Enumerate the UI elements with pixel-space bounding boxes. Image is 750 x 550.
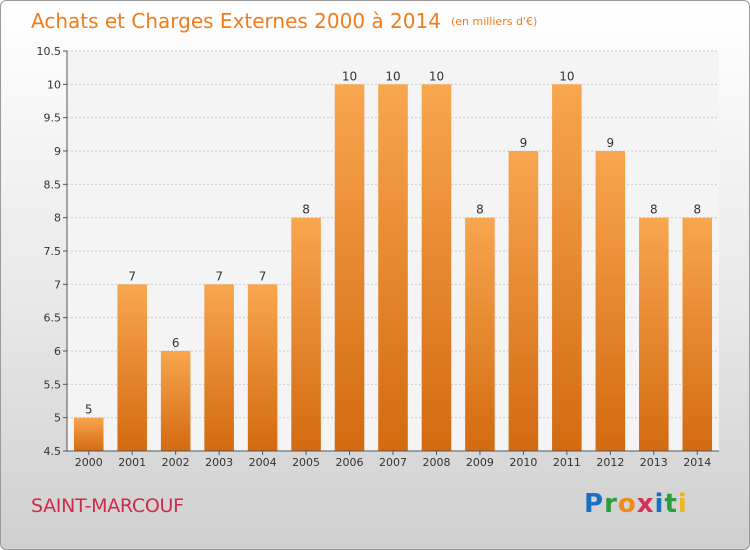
y-tick-label: 6: [54, 345, 61, 358]
x-tick-label: 2005: [292, 456, 320, 469]
bar-value-label: 8: [693, 203, 701, 217]
bar-2007: [378, 84, 408, 451]
x-tick-label: 2014: [683, 456, 711, 469]
bar-value-label: 10: [559, 69, 574, 83]
chart-title: Achats et Charges Externes 2000 à 2014 (e…: [31, 9, 537, 33]
bar-value-label: 10: [385, 69, 400, 83]
bar-2006: [334, 84, 365, 451]
x-tick-label: 2007: [379, 456, 407, 469]
bar-2008: [421, 84, 452, 451]
y-tick-label: 5: [54, 412, 61, 425]
x-tick-label: 2000: [75, 456, 103, 469]
commune-name: SAINT-MARCOUF: [31, 495, 184, 517]
x-tick-label: 2013: [640, 456, 668, 469]
y-tick-label: 9.5: [44, 112, 62, 125]
proxiti-logo[interactable]: Proxiti: [584, 489, 688, 519]
bar-value-label: 10: [429, 69, 444, 83]
bar-2000: [73, 417, 104, 451]
logo-letter: r: [604, 489, 618, 519]
bar-2002: [160, 351, 191, 451]
bar-2010: [508, 151, 539, 451]
bar-value-label: 9: [520, 136, 528, 150]
bar-2009: [465, 217, 495, 451]
bar-2012: [595, 151, 626, 451]
logo-letter: x: [636, 489, 655, 519]
x-tick-label: 2009: [466, 456, 494, 469]
logo-letter: o: [617, 489, 637, 519]
x-tick-label: 2003: [205, 456, 233, 469]
logo-letter: P: [584, 489, 605, 519]
y-tick-label: 8.5: [44, 178, 62, 191]
bar-value-label: 10: [342, 69, 357, 83]
bar-2003: [204, 284, 234, 451]
y-tick-label: 10.5: [37, 45, 62, 58]
bar-value-label: 8: [476, 203, 484, 217]
x-tick-label: 2002: [162, 456, 190, 469]
y-tick-label: 5.5: [44, 378, 62, 391]
logo-letter: i: [677, 489, 688, 519]
logo-letter: t: [664, 489, 678, 519]
y-tick-label: 10: [47, 78, 61, 91]
x-tick-label: 2011: [553, 456, 581, 469]
bar-value-label: 7: [215, 269, 223, 283]
bar-value-label: 7: [128, 269, 136, 283]
bar-value-label: 9: [607, 136, 615, 150]
bar-value-label: 7: [259, 269, 267, 283]
x-tick-label: 2012: [596, 456, 624, 469]
y-tick-label: 8: [54, 212, 61, 225]
y-tick-label: 7: [54, 278, 61, 291]
x-tick-label: 2008: [422, 456, 450, 469]
x-tick-label: 2010: [509, 456, 537, 469]
x-tick-label: 2001: [118, 456, 146, 469]
y-tick-label: 4.5: [44, 445, 62, 458]
bar-value-label: 8: [650, 203, 658, 217]
x-tick-label: 2004: [249, 456, 277, 469]
bar-2011: [552, 84, 582, 451]
y-tick-label: 7.5: [44, 245, 62, 258]
logo-letter: i: [654, 489, 665, 519]
chart-subtitle: (en milliers d'€): [450, 15, 538, 28]
y-tick-label: 6.5: [44, 312, 62, 325]
bar-2013: [639, 217, 669, 451]
bar-2004: [247, 284, 278, 451]
title-text: Achats et Charges Externes 2000 à 2014: [31, 9, 441, 33]
y-tick-label: 9: [54, 145, 61, 158]
bar-2014: [682, 217, 713, 451]
bar-value-label: 6: [172, 336, 180, 350]
bar-2001: [117, 284, 147, 451]
bar-2005: [291, 217, 321, 451]
bar-value-label: 8: [302, 203, 310, 217]
x-tick-label: 2006: [336, 456, 364, 469]
bar-value-label: 5: [85, 403, 93, 417]
